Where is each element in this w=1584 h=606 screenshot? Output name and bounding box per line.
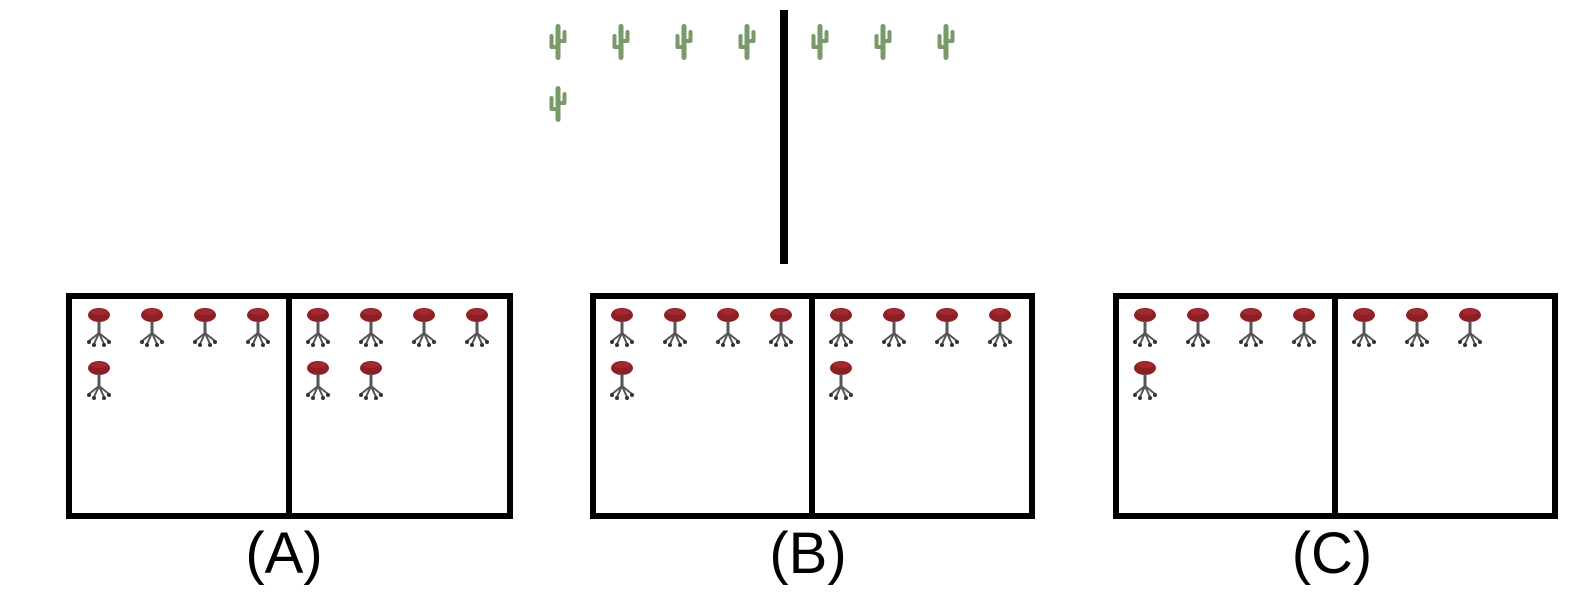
option-b-label: (B) [769,521,846,586]
option-b-right-group [828,307,1013,401]
stool-icon [1351,307,1377,348]
stool-icon [609,360,635,401]
option-a-left-group [86,307,271,401]
option-c[interactable]: (C) [1113,293,1558,586]
option-b[interactable]: (B) [590,293,1035,586]
top-left-group [549,24,756,122]
cactus-icon [937,24,955,60]
stool-icon [1185,307,1211,348]
top-right-group [811,24,955,60]
option-a-right-group [305,307,490,401]
stool-icon [192,307,218,348]
option-a[interactable]: (A) [66,293,513,586]
stool-icon [1291,307,1317,348]
stool-icon [934,307,960,348]
cactus-icon [549,24,567,60]
stool-icon [86,307,112,348]
option-b-left-group [609,307,794,401]
stool-icon [828,360,854,401]
cactus-icon [612,24,630,60]
stool-icon [358,307,384,348]
cactus-icon [811,24,829,60]
cactus-icon [874,24,892,60]
cactus-icon [675,24,693,60]
stool-icon [1404,307,1430,348]
stool-icon [768,307,794,348]
stool-icon [86,360,112,401]
stool-icon [464,307,490,348]
stool-icon [358,360,384,401]
cactus-icon [738,24,756,60]
cactus-icon [549,86,567,122]
stool-icon [881,307,907,348]
option-c-right-group [1351,307,1483,348]
option-a-label: (A) [245,521,322,586]
stool-icon [245,307,271,348]
stool-icon [828,307,854,348]
option-c-label: (C) [1292,521,1373,586]
stool-icon [715,307,741,348]
stool-icon [1457,307,1483,348]
stool-icon [305,360,331,401]
stool-icon [1132,307,1158,348]
stool-icon [1238,307,1264,348]
stool-icon [411,307,437,348]
stool-icon [139,307,165,348]
stool-icon [662,307,688,348]
stool-icon [987,307,1013,348]
stool-icon [1132,360,1158,401]
top-panel [549,10,955,264]
stool-icon [305,307,331,348]
option-c-left-group [1132,307,1317,401]
stool-icon [609,307,635,348]
